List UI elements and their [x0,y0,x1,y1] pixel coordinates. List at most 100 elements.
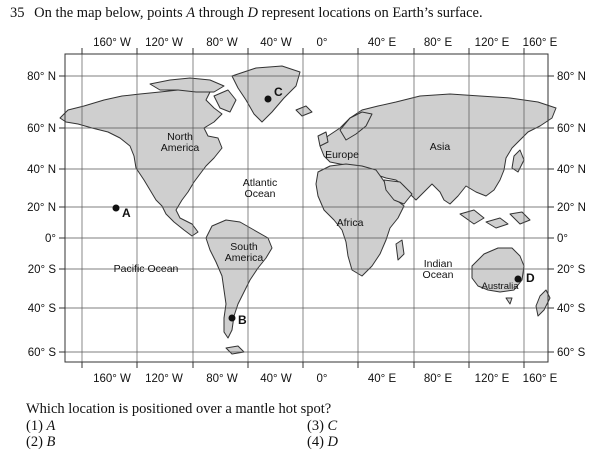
greenland-landmass [231,65,301,123]
lon-label-top: 0° [317,37,328,49]
answer-choice-4[interactable]: (4) D [307,434,338,451]
lon-label-bottom: 0° [317,373,328,385]
australia-landmass [471,247,525,293]
label-north-america: America [161,142,200,154]
lon-label-top: 80° E [424,37,453,49]
lon-label-bottom: 40° W [260,373,292,385]
new-zealand-landmass [535,289,551,317]
point-d-marker [514,275,522,283]
location-points: A B C D [112,85,535,327]
world-map: 160° W 120° W 80° W 40° W 0° 40° E 80° E… [27,37,586,385]
point-b-label: B [238,313,247,327]
lat-label-left: 40° N [27,164,56,176]
lon-label-bottom: 80° W [206,373,238,385]
choice-number: (2) [26,434,43,450]
arabia-landmass [383,179,413,205]
label-europe: Europe [325,149,359,161]
label-pacific-ocean: Pacific Ocean [114,263,179,275]
lat-label-left: 40° S [28,303,57,315]
label-australia: Australia [482,281,520,292]
choice-letter: A [46,418,56,434]
iceland-landmass [295,105,313,117]
answer-choice-1[interactable]: (1) A [26,418,55,435]
question-prompt: Which location is positioned over a mant… [26,401,332,417]
lat-label-left: 80° N [27,71,56,83]
map-frame [64,53,549,363]
label-south-america: South [230,241,258,253]
madagascar-landmass [395,239,405,261]
arctic-islands [149,77,225,93]
label-atlantic-ocean: Ocean [245,188,276,200]
lon-label-bottom: 40° E [368,373,397,385]
lat-label-right: 20° N [557,202,586,214]
label-north-america: North [167,131,193,143]
eurasia-landmass [319,93,557,205]
lat-label-left: 60° N [27,123,56,135]
point-a-marker [112,204,120,212]
land-layer [59,65,557,355]
label-indian-ocean: Ocean [423,269,454,281]
point-a-label: A [122,206,131,220]
lon-label-top: 160° W [93,37,131,49]
answer-choice-3[interactable]: (3) C [307,418,337,435]
lat-label-right: 60° S [557,347,586,359]
question-text-before: On the map below, points [34,5,183,21]
question-point-last: D [247,5,258,21]
lat-label-right: 80° N [557,71,586,83]
lat-label-left: 20° N [27,202,56,214]
label-africa: Africa [337,217,364,229]
lon-label-top: 40° W [260,37,292,49]
lon-label-bottom: 80° E [424,373,453,385]
latitude-labels-left: 80° N 60° N 40° N 20° N 0° 20° S 40° S 6… [27,71,56,359]
baffin-island [213,89,237,113]
question-point-first: A [186,5,196,21]
choice-number: (3) [307,418,324,434]
point-c-label: C [274,85,283,99]
point-b-marker [228,314,236,322]
lon-label-top: 120° W [145,37,183,49]
lon-label-bottom: 120° W [145,373,183,385]
latitude-labels-right: 80° N 60° N 40° N 20° N 0° 20° S 40° S 6… [557,71,586,359]
lat-label-right: 40° N [557,164,586,176]
label-south-america: America [225,252,264,264]
lon-label-top: 120° E [475,37,510,49]
question-number: 35 [10,5,25,21]
choice-number: (1) [26,418,43,434]
question-text-after: represent locations on Earth’s surface. [261,5,483,21]
point-c-marker [264,95,272,103]
longitude-labels-bottom: 160° W 120° W 80° W 40° W 0° 40° E 80° E… [93,373,558,385]
choice-number: (4) [307,434,324,450]
indonesia-islands [459,209,531,229]
longitude-labels-top: 160° W 120° W 80° W 40° W 0° 40° E 80° E… [93,37,558,49]
lon-label-top: 40° E [368,37,397,49]
japan-landmass [511,149,525,173]
lat-label-left: 0° [45,233,56,245]
label-atlantic-ocean: Atlantic [243,177,277,189]
north-america-landmass [59,87,223,237]
label-indian-ocean: Indian [424,258,453,270]
lon-label-top: 160° E [523,37,558,49]
question-stem: 35 On the map below, points A through D … [10,4,483,22]
lon-label-bottom: 120° E [475,373,510,385]
region-labels: North America South America Europe Asia … [114,131,520,292]
scandinavia-landmass [339,111,373,141]
lat-label-right: 60° N [557,123,586,135]
lat-label-right: 0° [557,233,568,245]
lon-label-bottom: 160° E [523,373,558,385]
choice-letter: B [46,434,56,450]
graticule [64,53,549,363]
lat-label-left: 60° S [28,347,57,359]
antarctic-fragments [225,345,245,355]
lat-label-right: 20° S [557,264,586,276]
point-d-label: D [526,271,535,285]
lon-label-bottom: 160° W [93,373,131,385]
choice-letter: D [327,434,339,450]
lon-label-top: 80° W [206,37,238,49]
tick-marks [59,48,554,368]
lat-label-right: 40° S [557,303,586,315]
answer-choice-2[interactable]: (2) B [26,434,55,451]
choice-letter: C [327,418,338,434]
lat-label-left: 20° S [28,264,57,276]
label-asia: Asia [430,141,451,153]
question-text-middle: through [198,5,244,21]
